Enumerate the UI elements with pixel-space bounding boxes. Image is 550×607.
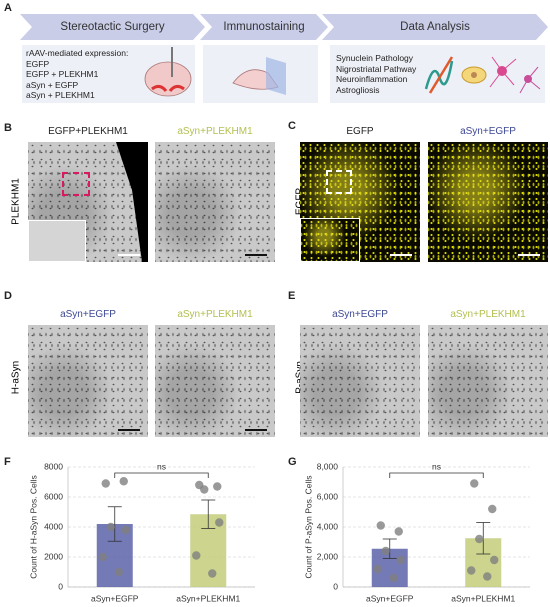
y-axis-label: Count of P-aSyn Pos. Cells xyxy=(303,476,313,579)
surgery-box: rAAV-mediated expression: EGFP EGFP + PL… xyxy=(22,45,195,103)
panel-label: B xyxy=(4,122,12,134)
group: EGFP xyxy=(26,58,50,69)
expression-title: rAAV-mediated expression: xyxy=(26,48,129,58)
micrograph xyxy=(300,142,420,262)
x-tick-label: aSyn+PLEKHM1 xyxy=(451,593,515,603)
workflow-step: Data Analysis xyxy=(322,14,548,40)
data-point xyxy=(101,479,110,488)
y-tick-label: 6000 xyxy=(44,491,63,501)
micrograph xyxy=(300,325,420,437)
data-point xyxy=(475,534,484,544)
data-point xyxy=(389,573,398,583)
y-tick-label: 4,000 xyxy=(317,521,339,531)
micrograph xyxy=(155,325,275,437)
micrograph xyxy=(28,142,148,262)
significance-label: ns xyxy=(432,461,441,471)
y-tick-label: 8,000 xyxy=(317,461,339,471)
y-tick-label: 0 xyxy=(58,581,63,591)
group: aSyn + PLEKHM1 xyxy=(26,90,95,100)
chart: 0 2,000 4,000 6,000 8,000 Count of P-aSyn Pos… xyxy=(303,461,530,603)
group: EGFP + PLEKHM1 xyxy=(26,69,99,79)
image-title: aSyn+PLEKHM1 xyxy=(177,126,253,137)
chart: 0 2000 4000 6000 8000 Count of H-aSyn Pos. Ce… xyxy=(28,461,255,603)
data-point xyxy=(215,518,224,527)
image-title: aSyn+EGFP xyxy=(332,309,388,320)
data-point xyxy=(373,564,382,574)
y-tick-label: 2,000 xyxy=(317,551,339,561)
image-title: EGFP+PLEKHM1 xyxy=(48,126,128,137)
data-point xyxy=(213,482,222,491)
data-point xyxy=(106,522,115,532)
y-tick-label: 0 xyxy=(333,581,338,591)
data-point xyxy=(396,555,405,565)
data-point xyxy=(200,485,209,494)
image-title: aSyn+PLEKHM1 xyxy=(177,309,253,320)
data-point xyxy=(381,546,390,556)
panel-label: A xyxy=(4,2,12,14)
image-title: aSyn+PLEKHM1 xyxy=(450,309,526,320)
panel-label: D xyxy=(4,290,12,302)
panel-label: C xyxy=(288,120,296,132)
x-tick-label: aSyn+PLEKHM1 xyxy=(176,593,240,603)
micrograph xyxy=(155,142,275,262)
section-icon xyxy=(232,57,286,95)
analysis-box: Synuclein Pathology Nigrostriatal Pathwa… xyxy=(330,45,545,103)
row-label: PLEKHM1 xyxy=(10,178,22,225)
x-tick-label: aSyn+EGFP xyxy=(366,593,414,603)
analysis: Synuclein Pathology xyxy=(336,53,414,63)
data-point xyxy=(114,567,123,577)
cells-icon xyxy=(424,56,541,94)
panel-label: E xyxy=(288,290,296,302)
data-point xyxy=(121,525,130,535)
significance-bracket xyxy=(389,472,484,478)
brain-icon xyxy=(144,47,192,97)
micrograph xyxy=(428,142,548,262)
significance-label: ns xyxy=(157,461,166,471)
image-title: EGFP xyxy=(346,126,374,137)
data-point xyxy=(470,479,479,488)
panel-label: F xyxy=(4,456,11,468)
y-tick-label: 4000 xyxy=(44,521,63,531)
analysis: Neuroinflammation xyxy=(336,74,408,84)
workflow-step: Stereotactic Surgery xyxy=(20,14,205,40)
data-point xyxy=(488,504,497,514)
data-point xyxy=(98,552,107,562)
image-title: aSyn+EGFP xyxy=(60,309,116,320)
data-point xyxy=(490,555,499,565)
row-label: H-aSyn xyxy=(10,360,22,395)
data-point xyxy=(394,527,403,536)
x-tick-label: aSyn+EGFP xyxy=(91,593,139,603)
data-point xyxy=(483,572,492,581)
micrograph xyxy=(28,325,148,437)
data-point xyxy=(119,477,128,486)
analysis: Nigrostriatal Pathway xyxy=(336,63,417,74)
y-tick-label: 6,000 xyxy=(317,491,339,501)
significance-bracket xyxy=(114,472,209,478)
analysis: Astrogliosis xyxy=(336,84,380,95)
y-tick-label: 8000 xyxy=(44,461,63,471)
data-point xyxy=(467,566,476,575)
data-point xyxy=(376,521,385,530)
y-axis-label: Count of H-aSyn Pos. Cells xyxy=(28,475,38,578)
data-point xyxy=(192,551,201,560)
image-title: aSyn+EGFP xyxy=(460,126,516,137)
group: aSyn + EGFP xyxy=(26,79,79,90)
y-tick-label: 2000 xyxy=(44,551,63,561)
staining-box xyxy=(203,45,318,103)
workflow-step: Immunostaining xyxy=(200,14,328,40)
data-point xyxy=(208,569,217,578)
micrograph xyxy=(428,325,548,437)
panel-label: G xyxy=(288,456,297,468)
